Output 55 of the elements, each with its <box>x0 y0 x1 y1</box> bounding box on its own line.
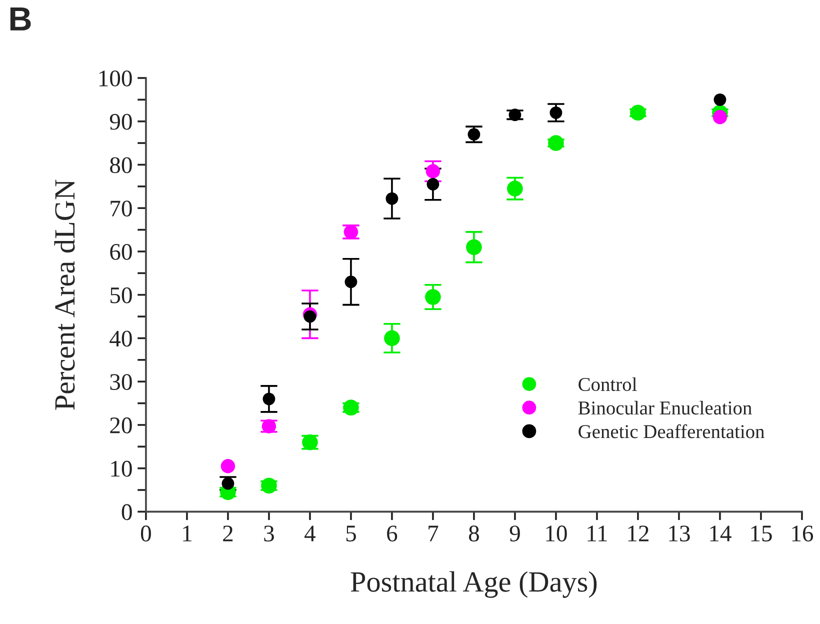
point <box>468 128 480 141</box>
point <box>425 289 441 305</box>
x-tick-label: 12 <box>628 526 648 542</box>
y-tick-label: 80 <box>110 157 132 174</box>
y-tick-label: 30 <box>110 374 132 390</box>
point <box>220 459 236 474</box>
y-axis-title: Percent Area dLGN <box>54 180 75 410</box>
point <box>262 392 276 406</box>
x-tick-label: 16 <box>792 526 814 542</box>
point <box>507 180 523 197</box>
point <box>630 104 646 121</box>
x-tick-label: 3 <box>264 526 274 542</box>
x-tick-label: 1 <box>183 526 192 542</box>
x-tick-label: 11 <box>588 526 607 542</box>
x-tick-label: 0 <box>140 526 151 542</box>
x-tick-label: 10 <box>546 526 567 542</box>
point <box>261 478 277 494</box>
x-tick-label: 5 <box>346 526 356 542</box>
x-tick-label: 8 <box>468 526 479 542</box>
point <box>426 178 440 190</box>
y-tick-label: 100 <box>99 70 132 86</box>
point <box>712 110 728 124</box>
legend-label: Control <box>578 377 637 392</box>
x-tick-label: 15 <box>751 526 772 542</box>
point <box>550 106 562 119</box>
legend-label: Genetic Deafferentation <box>578 424 764 438</box>
x-tick-label: 7 <box>428 526 438 542</box>
point <box>344 276 358 288</box>
point <box>508 108 522 122</box>
point <box>304 310 316 323</box>
y-tick-label: 40 <box>110 330 132 347</box>
y-tick-label: 20 <box>110 417 132 434</box>
x-tick-label: 2 <box>223 526 233 542</box>
x-tick-label: 9 <box>510 526 520 542</box>
y-tick-label: 70 <box>110 200 132 217</box>
y-tick-label: 50 <box>110 287 132 304</box>
point <box>384 330 400 346</box>
x-tick-label: 14 <box>710 526 732 542</box>
x-tick-label: 13 <box>669 526 690 542</box>
point <box>548 135 564 151</box>
point <box>466 239 482 256</box>
x-tick-label: 6 <box>387 526 398 542</box>
point <box>343 400 359 416</box>
x-axis-title: Postnatal Age (Days) <box>350 571 597 598</box>
x-tick-label: 4 <box>304 526 316 542</box>
y-tick-label: 90 <box>110 114 132 130</box>
point <box>714 93 726 106</box>
point <box>426 164 440 178</box>
y-tick-label: 10 <box>111 460 132 477</box>
y-tick-label: 0 <box>122 504 132 520</box>
text: B <box>10 7 31 30</box>
point <box>222 477 234 490</box>
y-tick-label: 60 <box>110 244 132 260</box>
point <box>386 192 398 205</box>
legend-label: Binocular Enucleation <box>578 400 752 415</box>
